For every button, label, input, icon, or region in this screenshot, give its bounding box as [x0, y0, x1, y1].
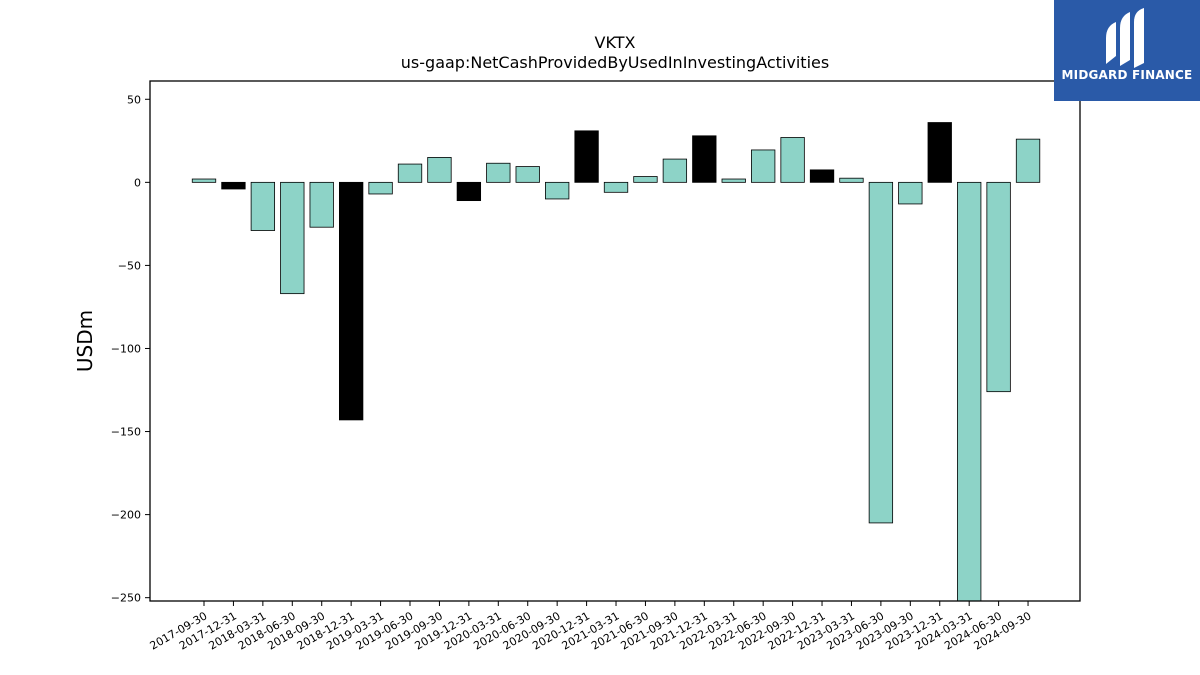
x-axis-ticks: 2017-09-302017-12-312018-03-312018-06-30…	[148, 601, 1034, 653]
bar-2021-06-30	[633, 176, 658, 183]
bar-2020-06-30	[515, 166, 540, 183]
bar-2020-12-31	[574, 130, 599, 183]
plot-frame	[149, 80, 1081, 602]
chart-title: VKTX	[595, 33, 636, 52]
y-tick-label: −250	[111, 592, 141, 605]
bar-2020-03-31	[486, 162, 511, 183]
midgard-logo-icon	[1106, 8, 1144, 68]
bar-2018-06-30	[280, 181, 305, 295]
midgard-finance-logo: MIDGARD FINANCE	[1054, 0, 1200, 101]
bars-group	[191, 122, 1041, 602]
bar-2018-09-30	[309, 181, 334, 228]
bar-2018-03-31	[250, 181, 276, 231]
bar-2017-09-30	[191, 178, 217, 183]
bar-2023-09-30	[898, 181, 923, 205]
y-tick-label: −150	[111, 426, 141, 439]
bar-2021-03-31	[603, 181, 629, 193]
bar-2022-03-31	[721, 178, 746, 183]
bar-2021-12-31	[692, 135, 717, 183]
logo-text: MIDGARD FINANCE	[1061, 68, 1193, 82]
y-tick-label: 50	[127, 93, 141, 106]
chart-subtitle: us-gaap:NetCashProvidedByUsedInInvesting…	[401, 53, 829, 72]
bar-2018-12-31	[338, 181, 364, 421]
bar-2022-09-30	[780, 137, 805, 183]
bar-2024-09-30	[1015, 138, 1041, 183]
bar-2019-09-30	[427, 157, 452, 183]
y-tick-label: −100	[111, 342, 141, 355]
bar-2024-06-30	[986, 181, 1011, 393]
bar-2021-09-30	[662, 158, 688, 183]
y-tick-label: −200	[111, 509, 141, 522]
bar-2022-06-30	[751, 149, 776, 183]
bar-2023-06-30	[868, 181, 894, 524]
y-tick-label: 0	[134, 176, 141, 189]
y-axis-label: USDm	[73, 310, 97, 372]
y-axis-ticks: 50 0 −50 −100 −150 −200 −250	[111, 93, 150, 605]
bar-2024-03-31	[957, 181, 982, 602]
bar-2022-12-31	[809, 169, 835, 183]
bar-2023-03-31	[839, 177, 864, 183]
y-tick-label: −50	[118, 259, 141, 272]
bar-2019-06-30	[397, 163, 423, 183]
bar-2019-03-31	[368, 181, 393, 195]
bar-2020-09-30	[545, 181, 570, 200]
bar-2023-12-31	[927, 122, 952, 183]
bar-2017-12-31	[221, 181, 246, 190]
bar-2019-12-31	[456, 181, 482, 202]
